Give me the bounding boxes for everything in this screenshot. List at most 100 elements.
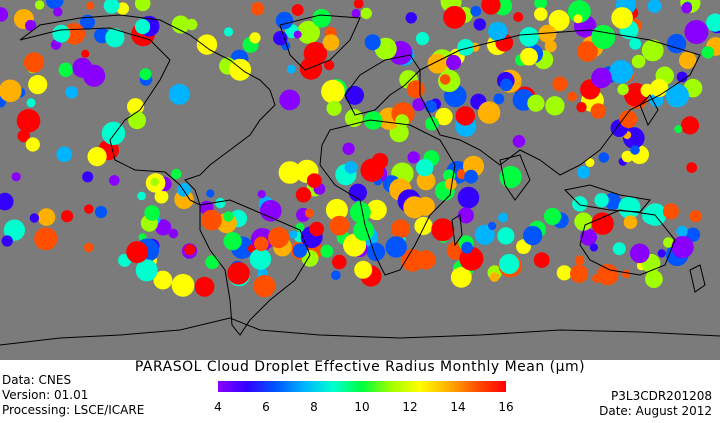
data-blob (630, 243, 650, 264)
colorbar-tick: 14 (450, 400, 466, 414)
data-blob (446, 54, 462, 70)
data-blob (139, 68, 152, 81)
data-blob (325, 198, 348, 221)
data-blob (591, 212, 614, 235)
data-blob (273, 31, 288, 46)
data-blob (631, 54, 646, 69)
data-blob (354, 260, 373, 279)
data-blob (360, 158, 384, 182)
data-blob (621, 150, 634, 163)
data-blob (116, 2, 129, 15)
coastline-indonesia (563, 184, 651, 213)
data-blob (671, 236, 694, 259)
data-blob (34, 0, 45, 10)
data-blob (405, 12, 417, 24)
data-blob (455, 106, 475, 126)
coastline-greenland (279, 14, 361, 71)
data-blob (576, 102, 587, 113)
data-blob (407, 151, 420, 164)
data-blob (201, 209, 222, 231)
data-blob (500, 78, 513, 92)
data-blob (321, 79, 345, 104)
colorbar-tick: 4 (214, 400, 222, 414)
data-blob (416, 171, 436, 191)
data-blob (37, 208, 56, 226)
data-blob (609, 60, 633, 84)
data-blob (215, 197, 226, 209)
data-blob (366, 199, 387, 221)
data-blob (543, 207, 562, 226)
data-blob (260, 200, 282, 222)
data-blob (275, 11, 294, 30)
data-blob (25, 137, 40, 152)
data-blob (666, 33, 687, 54)
data-blob (206, 189, 215, 198)
data-blob (678, 51, 697, 69)
coastline-asia (419, 29, 701, 176)
data-blob (689, 210, 702, 223)
data-blob (568, 0, 591, 23)
data-blob (268, 227, 290, 248)
data-blob (457, 207, 474, 224)
data-blob (665, 84, 689, 108)
cloud-data-blobs (0, 0, 720, 298)
data-blob (647, 0, 662, 13)
data-blob (304, 208, 314, 218)
data-blob (292, 243, 308, 258)
data-blob (171, 168, 182, 180)
data-blob (0, 7, 9, 22)
data-blob (126, 241, 149, 264)
data-blob (154, 189, 169, 204)
data-blob (56, 146, 72, 163)
data-blob (416, 250, 436, 270)
data-blob (415, 31, 430, 46)
data-blob (685, 227, 701, 242)
data-blob (474, 224, 495, 245)
data-blob (470, 5, 482, 17)
colorbar-tick: 16 (498, 400, 514, 414)
data-blob (322, 34, 340, 51)
data-blob (597, 263, 619, 286)
data-blob (309, 221, 325, 237)
data-blob (676, 71, 688, 83)
data-blob (427, 53, 448, 74)
data-blob (135, 19, 151, 35)
data-blob (87, 147, 107, 167)
data-blob (684, 20, 709, 44)
data-blob (168, 83, 190, 105)
data-blob (134, 0, 151, 12)
data-blob (499, 253, 520, 275)
processing: Processing: LSCE/ICARE (2, 403, 145, 417)
colorbar-tick: 6 (262, 400, 270, 414)
data-blob (331, 270, 341, 281)
data-blob (577, 41, 598, 62)
data-blob (574, 255, 585, 266)
data-blob (534, 7, 548, 21)
coastlines (0, 14, 720, 346)
data-blob (366, 242, 386, 262)
data-blob (155, 219, 172, 236)
data-blob (657, 249, 666, 258)
data-blob (81, 49, 90, 58)
data-blob (297, 20, 320, 44)
data-blob (360, 7, 372, 20)
data-blob (488, 221, 497, 231)
data-blob (332, 254, 347, 270)
data-blob (144, 205, 160, 221)
data-blob (676, 225, 688, 237)
data-blob (497, 227, 515, 245)
data-blob (150, 177, 159, 187)
data-blob (26, 98, 36, 108)
data-blob (461, 241, 473, 254)
data-blob (196, 34, 218, 55)
data-blob (128, 111, 147, 130)
data-blob (11, 172, 21, 182)
data-blob (72, 57, 93, 78)
data-blob (391, 219, 410, 239)
product-info: P3L3CDR201208 Date: August 2012 (599, 389, 712, 419)
map-canvas (0, 0, 720, 346)
data-blob (567, 91, 578, 102)
data-blob (293, 30, 302, 39)
data-blob (249, 248, 272, 270)
data-blob (591, 67, 612, 89)
